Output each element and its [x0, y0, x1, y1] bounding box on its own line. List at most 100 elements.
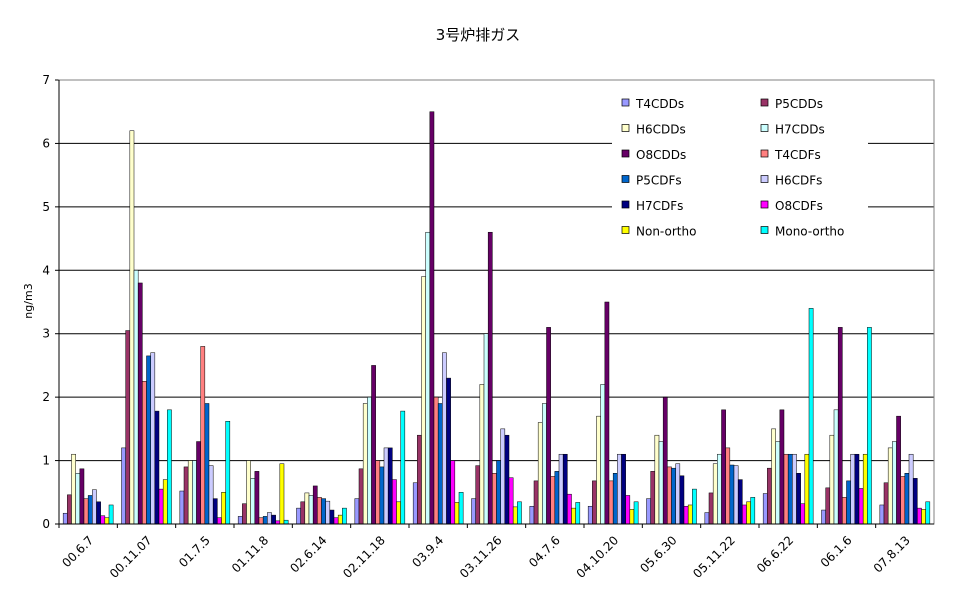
bar-P5CDDs-03.11.26: [475, 465, 481, 525]
legend-swatch-O8CDDs: [621, 149, 630, 158]
bar-T4CDFs-02.6.14: [317, 497, 322, 525]
bar-H7CDFs-01.11.8: [271, 514, 276, 525]
bar-Mono-ortho-01.11.8: [283, 519, 289, 525]
bar-P5CDDs-05.6.30: [650, 471, 656, 525]
legend-swatch-P5CDDs: [760, 98, 769, 107]
bar-H6CDFs-01.11.8: [267, 512, 272, 525]
bar-O8CDFs-04.7.6: [567, 493, 572, 525]
bar-H7CDDs-06.6.22: [775, 441, 781, 525]
bar-H6CDDs-01.11.8: [246, 460, 251, 525]
bar-Non-ortho-02.11.18: [396, 501, 401, 525]
bar-T4CDFs-07.8.13: [900, 476, 906, 525]
bar-H7CDDs-05.6.30: [658, 441, 664, 525]
bar-P5CDFs-00.11.07: [146, 355, 151, 525]
bar-T4CDDs-05.11.22: [704, 512, 710, 525]
bar-H7CDDs-00.6.7: [75, 473, 81, 525]
bar-O8CDDs-04.10.20: [604, 301, 610, 525]
bar-P5CDFs-01.7.5: [204, 403, 210, 525]
bar-Non-ortho-03.11.26: [512, 506, 518, 525]
bar-O8CDDs-06.6.22: [779, 409, 785, 525]
x-tick-label: 03.11.26: [457, 533, 505, 581]
bar-O8CDFs-00.6.7: [100, 515, 106, 525]
bar-Non-ortho-01.7.5: [221, 492, 226, 525]
bar-T4CDFs-06.1.6: [842, 497, 847, 525]
bar-T4CDDs-04.7.6: [529, 505, 535, 525]
x-axis-ticks: 00.6.7 00.11.07 01.7.5 01.11.8 02.6.14 02.11.…: [58, 524, 913, 581]
bar-P5CDFs-05.11.22: [729, 464, 735, 525]
legend-swatch-H6CDDs: [621, 124, 630, 132]
legend-label: Non-ortho: [636, 225, 696, 239]
bar-O8CDDs-05.6.30: [662, 396, 668, 525]
bar-H7CDFs-06.6.22: [796, 473, 801, 525]
bar-H7CDDs-03.11.26: [483, 333, 489, 525]
bar-H6CDFs-02.6.14: [325, 500, 331, 525]
legend-label: H6CDDs: [636, 123, 686, 137]
bar-H7CDDs-02.6.14: [308, 495, 314, 525]
legend-label: H7CDFs: [636, 199, 683, 213]
bar-P5CDDs-01.7.5: [183, 466, 189, 525]
x-tick-label: 05.11.22: [690, 533, 738, 581]
bar-T4CDDs-02.6.14: [296, 507, 301, 525]
bar-T4CDDs-00.6.7: [62, 512, 68, 525]
bar-H6CDDs-00.11.07: [129, 130, 135, 525]
bar-T4CDFs-00.6.7: [83, 498, 89, 525]
x-tick-label: 01.7.5: [176, 533, 213, 570]
bar-P5CDDs-06.1.6: [825, 487, 831, 525]
bar-H7CDDs-01.11.8: [250, 478, 256, 525]
bar-O8CDFs-05.11.22: [742, 504, 747, 525]
bar-P5CDFs-00.6.7: [87, 495, 93, 525]
bar-O8CDFs-06.1.6: [858, 488, 864, 525]
y-axis-label: ng/m3: [22, 283, 35, 318]
legend-label: Mono-ortho: [775, 225, 844, 239]
bar-O8CDDs-07.8.13: [896, 415, 901, 525]
bar-Mono-ortho-06.6.22: [808, 308, 814, 525]
legend-label: H6CDFs: [775, 174, 822, 188]
bar-H7CDDs-02.11.18: [367, 396, 372, 525]
bar-P5CDFs-04.7.6: [554, 471, 560, 525]
bar-P5CDFs-05.6.30: [671, 467, 676, 525]
bar-Non-ortho-03.9.4: [454, 502, 460, 525]
bar-H7CDFs-01.7.5: [212, 498, 218, 525]
bar-O8CDFs-01.7.5: [217, 517, 222, 525]
bar-T4CDDs-00.11.07: [121, 447, 126, 525]
bar-H7CDFs-03.9.4: [446, 377, 451, 525]
chart-title: 3号炉排ガス: [436, 26, 521, 44]
bar-P5CDDs-01.11.8: [242, 503, 247, 525]
y-tick-label: 1: [42, 454, 50, 468]
legend-label: O8CDDs: [636, 148, 686, 162]
bar-H6CDDs-05.11.22: [712, 463, 718, 525]
bar-P5CDDs-04.7.6: [533, 480, 539, 525]
legend-label: O8CDFs: [775, 199, 823, 213]
bar-O8CDFs-07.8.13: [917, 507, 922, 525]
bar-H6CDFs-06.6.22: [792, 453, 797, 525]
bar-Non-ortho-07.8.13: [921, 509, 926, 525]
legend-label: P5CDDs: [775, 97, 823, 111]
bar-H6CDFs-02.11.18: [383, 447, 389, 525]
bar-Non-ortho-00.6.7: [104, 517, 110, 525]
bar-T4CDFs-01.11.8: [258, 517, 264, 525]
bar-H7CDDs-03.9.4: [425, 231, 431, 525]
bar-H7CDFs-02.11.18: [387, 447, 393, 525]
legend-label: H7CDDs: [775, 123, 825, 137]
bar-H7CDFs-05.11.22: [737, 479, 743, 525]
bar-H6CDFs-05.11.22: [733, 465, 739, 525]
bar-H7CDFs-06.1.6: [854, 453, 860, 525]
bar-T4CDFs-06.6.22: [783, 453, 789, 525]
x-tick-label: 06.6.22: [754, 533, 796, 575]
bar-H6CDDs-03.11.26: [479, 384, 485, 525]
legend-swatch-O8CDFs: [760, 200, 769, 209]
x-tick-label: 03.9.4: [409, 533, 446, 570]
bar-H6CDDs-02.11.18: [362, 403, 368, 525]
bar-H6CDDs-07.8.13: [887, 447, 893, 525]
bar-Mono-ortho-07.8.13: [925, 501, 931, 525]
bar-O8CDDs-02.11.18: [371, 365, 376, 525]
bar-Non-ortho-04.7.6: [571, 507, 576, 525]
legend-swatch-H6CDFs: [760, 175, 769, 183]
bar-P5CDFs-06.6.22: [787, 453, 793, 525]
y-tick-label: 6: [42, 136, 50, 150]
legend-swatch-Mono-ortho: [760, 226, 769, 234]
bar-P5CDDs-03.9.4: [417, 434, 422, 525]
bar-H7CDDs-00.11.07: [133, 270, 139, 525]
bar-O8CDFs-06.6.22: [800, 503, 806, 525]
